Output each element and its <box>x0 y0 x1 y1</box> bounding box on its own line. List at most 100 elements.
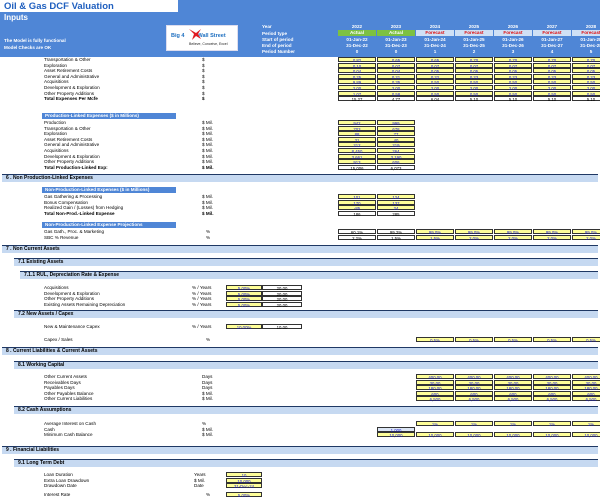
input-cell[interactable]: 0.07 <box>533 62 571 69</box>
min-cash-input[interactable]: 10,000 <box>416 432 454 438</box>
min-cash-input[interactable]: 10,000 <box>533 432 571 438</box>
interest-on-cash-input[interactable]: 1% <box>416 421 454 427</box>
input-cell[interactable]: 400.00 <box>533 374 571 380</box>
input-cell[interactable]: 180.00 <box>533 385 571 391</box>
input-cell[interactable]: 3,190 <box>377 153 415 160</box>
input-cell[interactable]: 77 <box>377 131 415 137</box>
input-cell[interactable]: 212 <box>338 142 376 148</box>
input-cell[interactable]: 2.00 <box>416 85 454 91</box>
capex-sales-input[interactable]: 0.5% <box>416 337 454 343</box>
input-cell[interactable]: 30.00 <box>533 379 571 386</box>
input-cell[interactable]: 9.89 <box>338 79 376 85</box>
input-cell[interactable]: 99.0% <box>416 229 454 235</box>
input-cell[interactable]: 0.21 <box>377 73 415 80</box>
input-cell[interactable]: 99.0% <box>494 229 532 235</box>
input-cell[interactable]: 6,500 <box>572 396 600 402</box>
input-cell[interactable]: 24 <box>377 205 415 211</box>
input-cell[interactable]: 264 <box>377 148 415 154</box>
input-cell[interactable]: 0.07 <box>416 62 454 69</box>
input-cell[interactable]: 400.00 <box>494 374 532 380</box>
min-cash-input[interactable]: 10,000 <box>455 432 493 438</box>
input-cell[interactable]: 170 <box>338 199 376 206</box>
input-cell[interactable]: 0.07 <box>572 62 600 69</box>
min-cash-input[interactable]: 10,000 <box>494 432 532 438</box>
input-cell[interactable]: 703 <box>338 125 376 132</box>
input-cell[interactable]: 30.00 <box>572 379 600 386</box>
input-cell[interactable]: 0.04 <box>338 68 376 74</box>
input-cell[interactable]: 600 <box>455 390 493 397</box>
input-cell[interactable]: 0.23 <box>572 73 600 80</box>
input-cell[interactable]: 0.70 <box>533 57 571 63</box>
input-cell[interactable]: -85 <box>338 205 376 211</box>
input-cell[interactable]: 6,500 <box>494 396 532 402</box>
input-cell[interactable]: 0.50 <box>416 90 454 97</box>
input-cell[interactable]: 606 <box>377 159 415 165</box>
debt-input[interactable]: 10,000 <box>226 477 262 484</box>
input-cell[interactable]: 0.23 <box>533 73 571 80</box>
input-cell[interactable]: 0.50 <box>455 90 493 97</box>
capex-sales-input[interactable]: 0.5% <box>455 337 493 343</box>
input-cell[interactable]: 0.05 <box>494 68 532 74</box>
input-cell[interactable]: 0.50 <box>572 79 600 85</box>
capex-rate-input[interactable]: 10.00% <box>226 324 262 330</box>
input-cell[interactable]: 99.0% <box>572 229 600 235</box>
input-cell[interactable]: 0.04 <box>377 68 415 74</box>
input-cell[interactable]: 99.0% <box>533 229 571 235</box>
debt-input[interactable]: 10 <box>226 472 262 478</box>
input-cell[interactable]: 600 <box>494 390 532 397</box>
input-cell[interactable]: 101 <box>338 194 376 200</box>
input-cell[interactable]: 0.35 <box>377 79 415 85</box>
interest-on-cash-input[interactable]: 1% <box>494 421 532 427</box>
input-cell[interactable]: 0.50 <box>494 90 532 97</box>
input-cell[interactable]: 2.00 <box>494 85 532 91</box>
input-cell[interactable]: 30.00 <box>494 379 532 386</box>
input-cell[interactable]: 30.00 <box>455 379 493 386</box>
input-cell[interactable]: 0.05 <box>455 68 493 74</box>
input-cell[interactable]: 0.07 <box>455 62 493 69</box>
input-cell[interactable]: 0.07 <box>494 62 532 69</box>
input-cell[interactable]: 0.05 <box>572 68 600 74</box>
input-cell[interactable]: 0.70 <box>572 57 600 63</box>
input-cell[interactable]: 0.23 <box>455 73 493 80</box>
input-cell[interactable]: 0.50 <box>416 79 454 85</box>
input-cell[interactable]: 2.0% <box>494 234 532 241</box>
input-cell[interactable]: 2.00 <box>377 85 415 91</box>
depreciation-rate-input[interactable]: 5.00% <box>226 285 262 291</box>
input-cell[interactable]: 0.50 <box>455 79 493 85</box>
input-cell[interactable]: 180.00 <box>494 385 532 391</box>
input-cell[interactable]: 0.25 <box>338 73 376 80</box>
capex-sales-input[interactable]: 0.5% <box>533 337 571 343</box>
input-cell[interactable]: 0.50 <box>494 79 532 85</box>
interest-rate-input[interactable]: 5.00% <box>226 492 262 498</box>
input-cell[interactable]: 0.05 <box>533 68 571 74</box>
input-cell[interactable]: 1.5% <box>416 234 454 241</box>
input-cell[interactable]: 0.05 <box>416 68 454 74</box>
input-cell[interactable]: 2.00 <box>533 85 571 91</box>
input-cell[interactable]: 219 <box>377 142 415 148</box>
input-cell[interactable]: 0.50 <box>572 90 600 97</box>
min-cash-input[interactable]: 10,000 <box>572 432 600 438</box>
input-cell[interactable]: 30.00 <box>416 379 454 386</box>
min-cash-input[interactable]: 10,000 <box>377 432 415 438</box>
input-cell[interactable]: 0.23 <box>494 73 532 80</box>
depreciation-rate-input[interactable]: 5.00% <box>226 290 262 297</box>
input-cell[interactable]: 999 <box>377 120 415 126</box>
input-cell[interactable]: 31 <box>338 136 376 143</box>
input-cell[interactable]: 137 <box>377 199 415 206</box>
capex-sales-input[interactable]: 0.5% <box>572 337 600 343</box>
input-cell[interactable]: 88 <box>338 131 376 137</box>
input-cell[interactable]: 40 <box>377 136 415 143</box>
input-cell[interactable]: 180.00 <box>416 385 454 391</box>
input-cell[interactable]: 400.00 <box>572 374 600 380</box>
input-cell[interactable]: 600 <box>416 390 454 397</box>
interest-on-cash-input[interactable]: 1% <box>572 421 600 427</box>
input-cell[interactable]: 124 <box>377 194 415 200</box>
input-cell[interactable]: 0.82 <box>338 57 376 63</box>
cash-input[interactable]: 1,000 <box>377 426 415 433</box>
input-cell[interactable]: 2.0% <box>533 234 571 241</box>
input-cell[interactable]: 6,500 <box>416 396 454 402</box>
input-cell[interactable]: 678 <box>377 125 415 132</box>
input-cell[interactable]: 99.0% <box>455 229 493 235</box>
input-cell[interactable]: 0.22 <box>416 73 454 80</box>
input-cell[interactable]: 0.50 <box>533 79 571 85</box>
